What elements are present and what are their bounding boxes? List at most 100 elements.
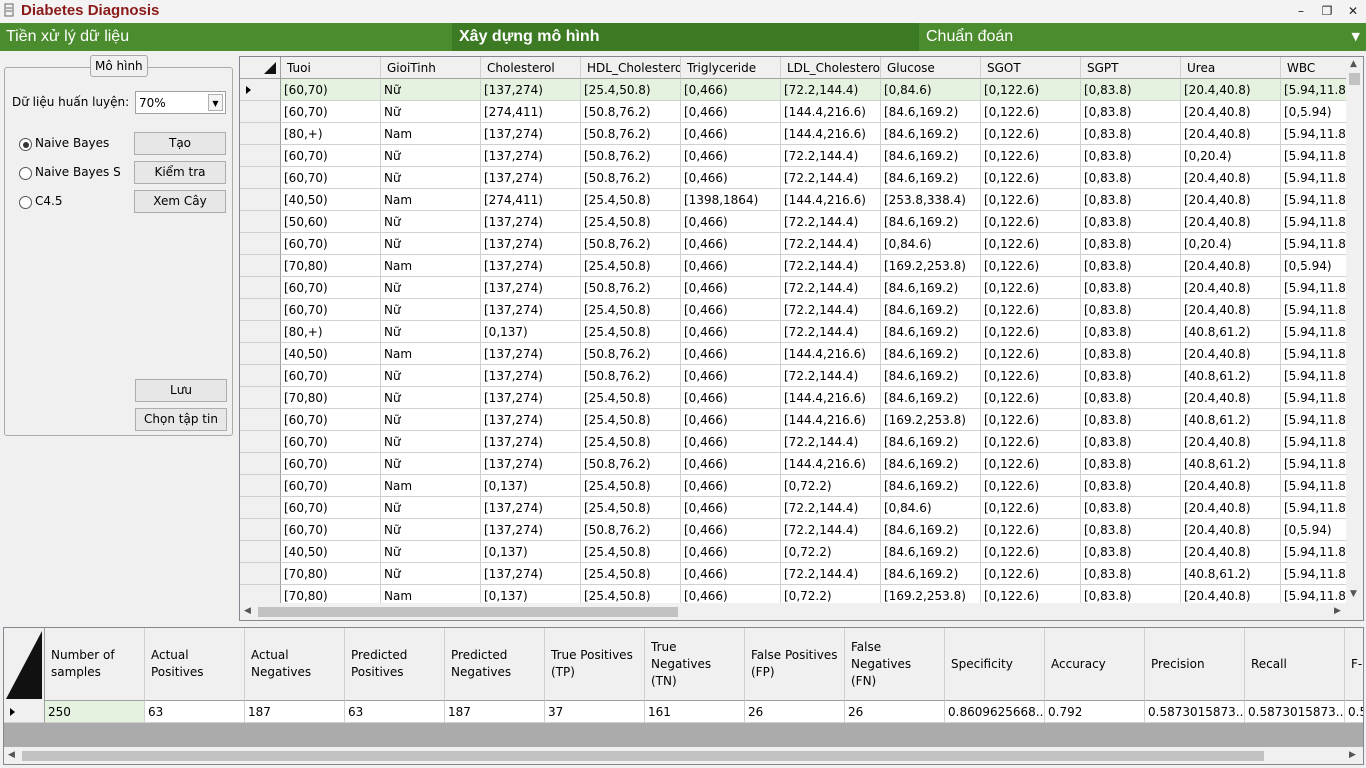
stats-column-header[interactable]: Predicted Negatives	[445, 628, 545, 701]
table-cell[interactable]: [0,466)	[681, 145, 781, 167]
table-cell[interactable]: [60,70)	[281, 519, 381, 541]
table-cell[interactable]: [0,122.6)	[981, 475, 1081, 497]
table-cell[interactable]: [0,466)	[681, 431, 781, 453]
row-header[interactable]	[240, 321, 281, 343]
table-cell[interactable]: [72.2,144.4)	[781, 519, 881, 541]
row-header[interactable]	[240, 497, 281, 519]
table-cell[interactable]: [0,83.8)	[1081, 167, 1181, 189]
table-cell[interactable]: [0,466)	[681, 233, 781, 255]
table-cell[interactable]: [20.4,40.8)	[1181, 79, 1281, 101]
column-header[interactable]: LDL_Cholesterol	[781, 57, 881, 79]
table-cell[interactable]: [40.8,61.2)	[1181, 563, 1281, 585]
table-cell[interactable]: [5.94,11.88	[1281, 145, 1363, 167]
stats-column-header[interactable]: Predicted Positives	[345, 628, 445, 701]
stats-corner[interactable]	[4, 628, 45, 701]
table-cell[interactable]: [137,274)	[481, 365, 581, 387]
table-cell[interactable]: [5.94,11.88	[1281, 453, 1363, 475]
row-header[interactable]	[240, 79, 281, 101]
table-cell[interactable]: [84.6,169.2)	[881, 453, 981, 475]
c45-radio[interactable]	[19, 196, 32, 209]
restore-button[interactable]: ❐	[1321, 4, 1333, 18]
row-header[interactable]	[240, 519, 281, 541]
table-cell[interactable]: [20.4,40.8)	[1181, 475, 1281, 497]
table-row[interactable]: [70,80) Nữ [137,274) [25.4,50.8) [0,466) [144…	[240, 387, 1363, 409]
table-cell[interactable]: [20.4,40.8)	[1181, 343, 1281, 365]
stats-row-header[interactable]	[4, 701, 45, 723]
naive-bayes-label[interactable]: Naive Bayes	[35, 136, 110, 150]
column-header[interactable]: SGPT	[1081, 57, 1181, 79]
tab-dropdown-icon[interactable]: ▼	[1351, 30, 1360, 43]
table-cell[interactable]: Nữ	[381, 497, 481, 519]
table-cell[interactable]: [50.8,76.2)	[581, 277, 681, 299]
table-cell[interactable]: [60,70)	[281, 409, 381, 431]
table-cell[interactable]: [50.8,76.2)	[581, 453, 681, 475]
table-cell[interactable]: [60,70)	[281, 167, 381, 189]
table-cell[interactable]: [0,72.2)	[781, 541, 881, 563]
table-row[interactable]: [70,80) Nam [137,274) [25.4,50.8) [0,466) [72…	[240, 255, 1363, 277]
table-cell[interactable]: [20.4,40.8)	[1181, 497, 1281, 519]
table-cell[interactable]: [137,274)	[481, 211, 581, 233]
scroll-up-icon[interactable]: ▲	[1350, 59, 1357, 69]
row-header[interactable]	[240, 409, 281, 431]
table-cell[interactable]: [0,83.8)	[1081, 387, 1181, 409]
stats-cell[interactable]: 26	[845, 701, 945, 723]
stats-horizontal-scroll-thumb[interactable]	[22, 751, 1264, 761]
table-cell[interactable]: [60,70)	[281, 475, 381, 497]
table-cell[interactable]: [169.2,253.8)	[881, 255, 981, 277]
table-cell[interactable]: Nữ	[381, 79, 481, 101]
table-cell[interactable]: [0,84.6)	[881, 79, 981, 101]
table-cell[interactable]: [0,466)	[681, 211, 781, 233]
table-cell[interactable]: Nữ	[381, 101, 481, 123]
table-cell[interactable]: [0,83.8)	[1081, 123, 1181, 145]
table-cell[interactable]: [137,274)	[481, 453, 581, 475]
table-cell[interactable]: Nam	[381, 475, 481, 497]
table-cell[interactable]: [0,466)	[681, 519, 781, 541]
table-cell[interactable]: [0,83.8)	[1081, 453, 1181, 475]
table-row[interactable]: [60,70) Nữ [137,274) [50.8,76.2) [0,466) [72.…	[240, 167, 1363, 189]
table-cell[interactable]: [60,70)	[281, 277, 381, 299]
table-cell[interactable]: [0,5.94)	[1281, 519, 1363, 541]
table-cell[interactable]: [5.94,11.88	[1281, 211, 1363, 233]
stats-cell[interactable]: 0.5	[1345, 701, 1363, 723]
stats-cell[interactable]: 187	[245, 701, 345, 723]
table-cell[interactable]: [0,20.4)	[1181, 145, 1281, 167]
table-cell[interactable]: [5.94,11.88	[1281, 123, 1363, 145]
table-cell[interactable]: [20.4,40.8)	[1181, 387, 1281, 409]
table-row[interactable]: [40,50) Nam [137,274) [50.8,76.2) [0,466) [14…	[240, 343, 1363, 365]
table-cell[interactable]: [84.6,169.2)	[881, 387, 981, 409]
horizontal-scroll-thumb[interactable]	[258, 607, 678, 617]
table-cell[interactable]: [5.94,11.88	[1281, 475, 1363, 497]
table-cell[interactable]: [0,83.8)	[1081, 101, 1181, 123]
table-row[interactable]: [60,70) Nữ [137,274) [50.8,76.2) [0,466) [72.…	[240, 145, 1363, 167]
stats-column-header[interactable]: Precision	[1145, 628, 1245, 701]
table-cell[interactable]: [40.8,61.2)	[1181, 409, 1281, 431]
table-cell[interactable]: [0,84.6)	[881, 233, 981, 255]
table-cell[interactable]: [0,83.8)	[1081, 79, 1181, 101]
table-cell[interactable]: [84.6,169.2)	[881, 343, 981, 365]
table-cell[interactable]: [60,70)	[281, 453, 381, 475]
table-cell[interactable]: Nữ	[381, 431, 481, 453]
table-cell[interactable]: [0,122.6)	[981, 277, 1081, 299]
table-cell[interactable]: [144.4,216.6)	[781, 123, 881, 145]
row-header[interactable]	[240, 233, 281, 255]
table-cell[interactable]: [5.94,11.88	[1281, 321, 1363, 343]
stats-cell[interactable]: 37	[545, 701, 645, 723]
table-cell[interactable]: [137,274)	[481, 167, 581, 189]
view-tree-button[interactable]: Xem Cây	[134, 190, 226, 213]
table-cell[interactable]: [137,274)	[481, 431, 581, 453]
table-cell[interactable]: [0,137)	[481, 475, 581, 497]
stats-column-header[interactable]: Actual Negatives	[245, 628, 345, 701]
table-cell[interactable]: [72.2,144.4)	[781, 145, 881, 167]
column-header[interactable]: GioiTinh	[381, 57, 481, 79]
table-cell[interactable]: [25.4,50.8)	[581, 79, 681, 101]
table-cell[interactable]: Nam	[381, 255, 481, 277]
table-cell[interactable]: [0,83.8)	[1081, 189, 1181, 211]
table-cell[interactable]: [25.4,50.8)	[581, 299, 681, 321]
table-cell[interactable]: [0,83.8)	[1081, 409, 1181, 431]
table-cell[interactable]: [0,83.8)	[1081, 519, 1181, 541]
table-cell[interactable]: [0,466)	[681, 299, 781, 321]
table-cell[interactable]: [0,5.94)	[1281, 255, 1363, 277]
table-cell[interactable]: [0,137)	[481, 321, 581, 343]
table-cell[interactable]: [274,411)	[481, 101, 581, 123]
table-cell[interactable]: [0,122.6)	[981, 145, 1081, 167]
